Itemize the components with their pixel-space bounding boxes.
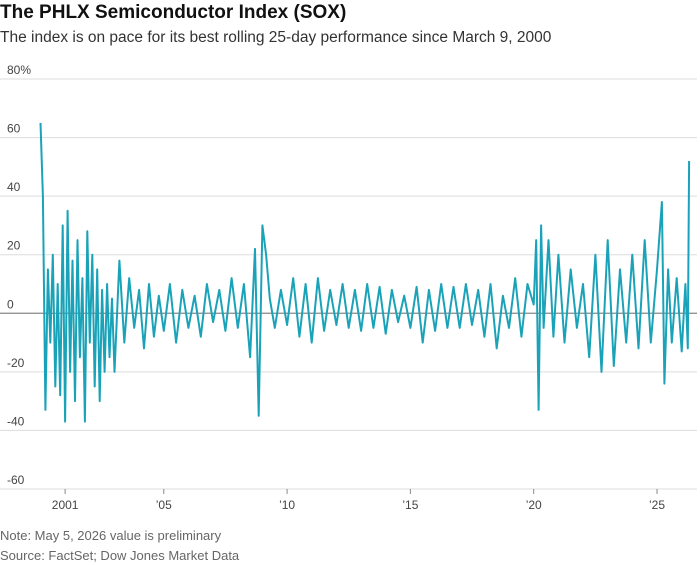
- grid-lines: [0, 78, 697, 490]
- y-tick-label: 60: [7, 122, 21, 136]
- x-tick-label: 2001: [52, 498, 79, 512]
- y-tick-label: -40: [7, 414, 25, 428]
- x-tick-label: ’10: [279, 498, 295, 512]
- y-tick-label: 40: [7, 180, 21, 194]
- y-tick-label: -60: [7, 473, 25, 487]
- x-tick-label: ’25: [649, 498, 665, 512]
- y-tick-label: 80%: [7, 63, 31, 77]
- chart-title: The PHLX Semiconductor Index (SOX): [0, 2, 347, 23]
- y-tick-label: 20: [7, 239, 21, 253]
- x-tick-label: ’05: [156, 498, 172, 512]
- y-axis-labels: 80% 60 40 20 0 -20 -40 -60: [7, 63, 31, 487]
- y-tick-label: 0: [7, 297, 14, 311]
- chart-note: Note: May 5, 2026 value is preliminary: [0, 528, 222, 543]
- line-chart: 80% 60 40 20 0 -20 -40 -60 2001 ’05 ’10 ’15 ’20 ’25: [0, 63, 697, 512]
- y-tick-label: -20: [7, 356, 25, 370]
- series-layer: [39, 122, 691, 423]
- x-tick-label: ’15: [402, 498, 418, 512]
- x-tick-label: ’20: [526, 498, 542, 512]
- chart-subtitle: The index is on pace for its best rollin…: [0, 29, 552, 46]
- chart-source: Source: FactSet; Dow Jones Market Data: [0, 548, 240, 563]
- series-line: [39, 122, 691, 423]
- x-axis-labels: 2001 ’05 ’10 ’15 ’20 ’25: [52, 489, 665, 512]
